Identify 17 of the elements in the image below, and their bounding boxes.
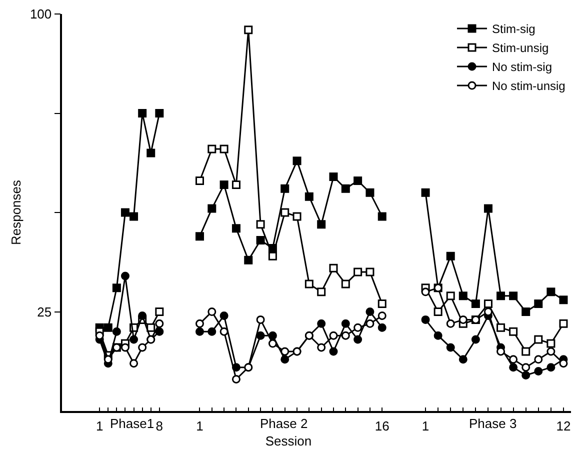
legend-label: No stim-sig [492, 60, 552, 74]
legend-label: No stim-unsig [492, 79, 566, 94]
legend-label: Stim-unsig [492, 41, 549, 56]
y-axis-title: Responses [8, 179, 24, 246]
legend-label: Stim-sig [492, 22, 536, 36]
text: Phase1 [110, 416, 154, 431]
x-tick-label: 1 [96, 418, 104, 434]
y-tick-label: 100 [30, 6, 52, 22]
x-tick-label: 12 [556, 418, 571, 434]
y-tick-label: 25 [37, 304, 52, 320]
x-tick-label: 8 [156, 418, 164, 434]
x-tick-label: 16 [374, 418, 390, 434]
x-axis-title: Session [265, 433, 312, 448]
text: Phase 3 [469, 416, 517, 431]
x-tick-label: 1 [196, 418, 204, 434]
x-tick-label: 1 [422, 418, 430, 434]
text: Phase 2 [260, 416, 308, 431]
